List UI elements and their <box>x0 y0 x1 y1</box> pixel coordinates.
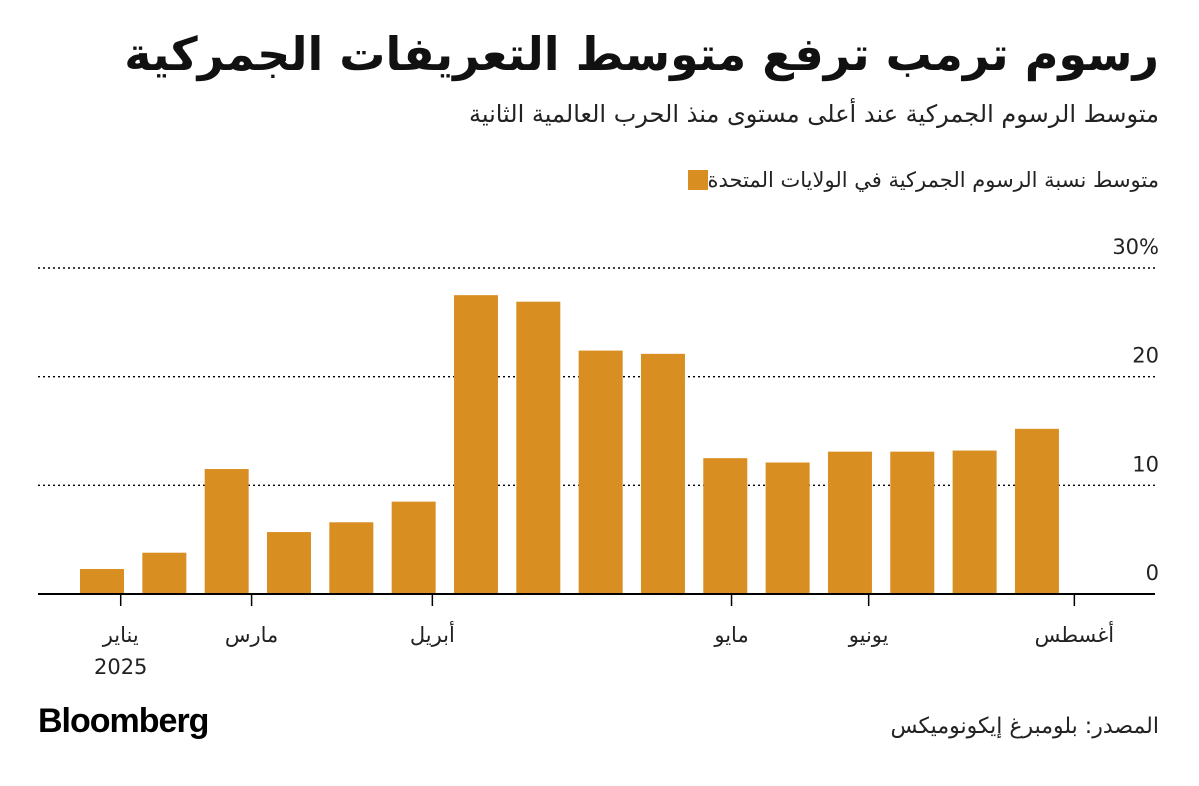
legend-swatch <box>687 170 708 190</box>
x-tick-label: مايو <box>713 623 748 647</box>
bar <box>80 569 124 594</box>
bloomberg-logo: Bloomberg <box>38 702 209 740</box>
bar <box>640 353 685 594</box>
x-tick-label: أغسطس <box>1035 621 1115 647</box>
chart-title: رسوم ترمب ترفع متوسط التعريفات الجمركية <box>124 27 1159 81</box>
bar <box>453 295 498 594</box>
bar <box>391 501 436 594</box>
bar <box>142 552 187 594</box>
x-tick-label: مارس <box>225 623 278 647</box>
bar <box>204 469 249 594</box>
x-tick-label: أبريل <box>410 621 455 647</box>
x-tick-sublabel: 2025 <box>94 655 147 679</box>
x-tick-label: يناير <box>102 623 139 647</box>
x-tick-label: يونيو <box>848 623 889 647</box>
bar <box>266 532 311 594</box>
bar <box>765 462 810 594</box>
y-tick-label: 10 <box>1132 452 1159 476</box>
y-tick-label: 30% <box>1112 235 1159 259</box>
y-tick-label: 0 <box>1146 561 1159 585</box>
bar <box>578 350 623 594</box>
source-note: المصدر: بلومبرغ إيكونوميكس <box>890 714 1159 739</box>
bar <box>952 450 997 594</box>
legend-label: متوسط نسبة الرسوم الجمركية في الولايات ا… <box>707 168 1159 192</box>
bar <box>329 522 374 594</box>
bar <box>516 301 561 594</box>
legend: متوسط نسبة الرسوم الجمركية في الولايات ا… <box>676 168 1159 192</box>
y-tick-label: 20 <box>1132 344 1159 368</box>
chart-subtitle: متوسط الرسوم الجمركية عند أعلى مستوى منذ… <box>468 100 1159 128</box>
bar <box>890 451 935 594</box>
bar <box>827 451 872 594</box>
bar <box>1014 428 1059 594</box>
bar <box>703 458 748 594</box>
